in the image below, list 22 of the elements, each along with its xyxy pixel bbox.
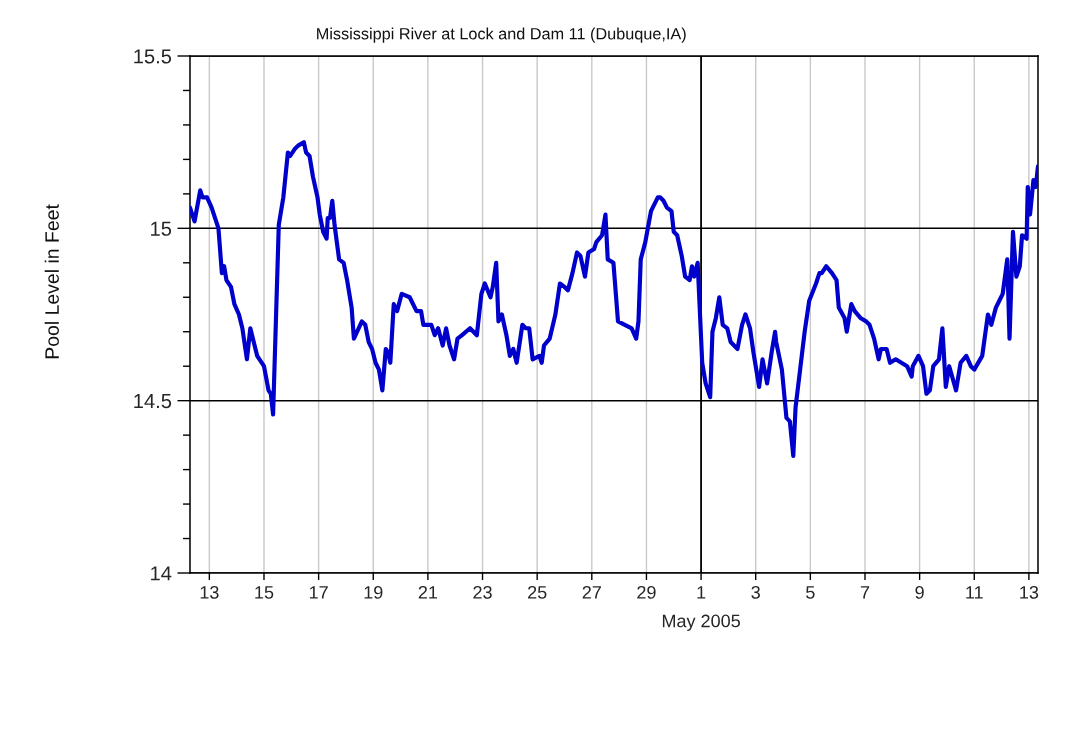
x-tick-label: 25 — [528, 585, 547, 599]
x-tick-label: 29 — [637, 585, 656, 599]
x-tick-label: 27 — [582, 585, 601, 599]
y-tick-label: 14.5 — [134, 394, 172, 409]
y-tick-label: 15 — [151, 221, 172, 236]
x-tick-label: 13 — [1020, 585, 1039, 599]
x-tick-label: 5 — [806, 586, 815, 599]
x-tick-label: 17 — [309, 586, 328, 599]
y-tick-label: 15.5 — [134, 49, 172, 64]
y-axis-title: Pool Level in Feet — [44, 204, 59, 359]
x-tick-label: 15 — [255, 586, 274, 599]
chart-title: Mississippi River at Lock and Dam 11 (Dubuque,IA) — [317, 27, 686, 43]
x-tick-label: 1 May 2005 — [662, 586, 740, 631]
x-tick-label: 21 — [418, 585, 438, 599]
x-tick-label: 23 — [473, 585, 492, 599]
x-tick-label: 3 — [751, 585, 760, 599]
x-tick-label: 7 — [860, 586, 870, 599]
x-tick-label: 13 — [200, 585, 219, 599]
x-tick-label: 19 — [364, 585, 383, 599]
x-tick-label: 9 — [915, 585, 924, 599]
y-tick-label: 14 — [151, 566, 172, 581]
x-tick-label: 11 — [966, 586, 983, 599]
